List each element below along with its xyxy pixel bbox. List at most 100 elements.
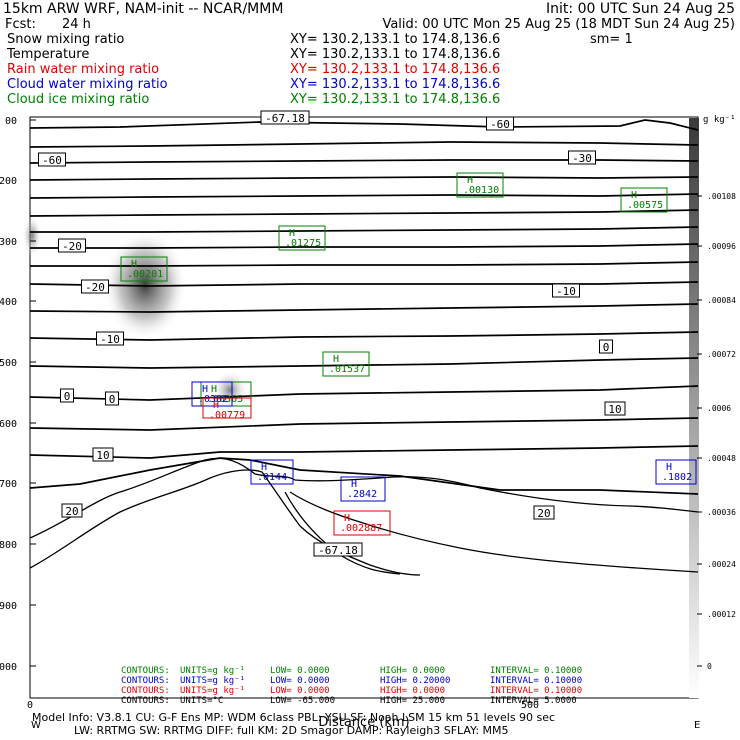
header-field-name: Cloud water mixing ratio xyxy=(7,77,168,92)
colorbar-tick-label: 0 xyxy=(707,662,712,671)
model-info-line2: LW: RRTMG SW: RRTMG DIFF: full KM: 2D Sm… xyxy=(74,724,509,737)
maximum-marker-ice: H.00575 xyxy=(620,187,668,213)
contour-info-high: HIGH= 0.20000 xyxy=(380,676,450,686)
y-tick-label: 400 xyxy=(0,297,17,308)
fcst-value: 24 h xyxy=(62,17,91,32)
colorbar-tick-label: .00108 xyxy=(707,192,736,201)
snow-shading-small xyxy=(212,370,248,410)
header-field-name: Temperature xyxy=(6,47,89,62)
contour-label-box xyxy=(96,331,124,346)
maximum-h-marker: H xyxy=(261,462,267,473)
header-field-xy: XY= 130.2,133.1 to 174.8,136.6 xyxy=(290,77,500,92)
header-field-name: Cloud ice mixing ratio xyxy=(7,92,149,107)
footer: Model Info: V3.8.1 CU: G-F Ens MP: WDM 6… xyxy=(31,711,700,737)
temperature-contour-line xyxy=(30,261,699,267)
x-tick-label: 0 xyxy=(27,700,33,711)
maximum-h-marker: H xyxy=(202,384,208,395)
maximum-marker-ice: H.00130 xyxy=(456,172,504,198)
maximum-box xyxy=(278,225,326,251)
contour-labels: -67.18 -60 -60 -30 -20 -20 -10 -10 0 0 0 10 10 20 20 -6… xyxy=(38,110,626,557)
maximum-box xyxy=(250,459,294,485)
contour-info-high: HIGH= 0.0000 xyxy=(380,686,445,696)
y-tick-label: 00 xyxy=(5,116,17,127)
fcst-label: Fcst: xyxy=(5,17,36,32)
contour-label-box xyxy=(568,150,596,165)
maximum-h-marker: H xyxy=(344,513,350,524)
terrain-mountain-line xyxy=(289,491,699,573)
colorbar-tick-label: .00024 xyxy=(707,560,736,569)
colorbar-tick-label: .0006 xyxy=(707,404,731,413)
contour-info-units: UNITS=g kg⁻¹ xyxy=(180,676,245,686)
contour-info-interval: INTERVAL= 5.0000 xyxy=(490,696,577,706)
maximum-h-marker: H xyxy=(131,259,137,270)
header-field-extra: sm= 1 xyxy=(590,32,633,47)
title-left: 15km ARW WRF, NAM-init -- NCAR/MMM xyxy=(3,1,283,17)
temperature-contour-line xyxy=(30,243,699,249)
maximum-h-marker: H xyxy=(631,190,637,201)
contour-label: -10 xyxy=(556,285,576,298)
maximum-value: .00365 xyxy=(207,394,243,405)
header-field-rows: Snow mixing ratio XY= 130.2,133.1 to 174.… xyxy=(6,32,633,107)
temperature-contours xyxy=(29,119,699,495)
colorbar-tick-label: .00084 xyxy=(707,296,736,305)
temperature-contour-line xyxy=(29,281,699,287)
maximum-box xyxy=(340,476,386,502)
contour-label-box xyxy=(60,388,74,403)
maximum-value: .00575 xyxy=(627,200,663,211)
temperature-contour-line xyxy=(29,209,699,217)
maximum-h-marker: H xyxy=(351,479,357,490)
contour-label: 0 xyxy=(64,390,71,403)
contour-info-low: LOW= 0.0000 xyxy=(270,666,330,676)
terrain-lines xyxy=(29,457,699,576)
maximum-value: .2842 xyxy=(347,489,377,500)
model-info-line1: Model Info: V3.8.1 CU: G-F Ens MP: WDM 6… xyxy=(32,711,555,724)
contour-label-box xyxy=(58,238,86,253)
contour-label: -30 xyxy=(572,152,592,165)
contour-info-interval: INTERVAL= 0.10000 xyxy=(490,686,582,696)
maximum-marker-cloud: H.2842 xyxy=(340,476,386,502)
contour-label-box xyxy=(105,391,119,406)
contour-label: -60 xyxy=(490,118,510,131)
maximum-box xyxy=(333,510,391,536)
contour-info-label: CONTOURS: xyxy=(121,686,170,696)
contour-label-box xyxy=(260,110,310,125)
contour-label: 0 xyxy=(603,341,610,354)
temperature-contour-line xyxy=(29,385,699,401)
contour-label: 10 xyxy=(96,449,109,462)
temperature-contour-line xyxy=(29,445,699,459)
colorbar-tick-label: .00048 xyxy=(707,454,736,463)
contour-label-box xyxy=(552,283,580,298)
maximum-marker-rain: H.002887 xyxy=(333,510,391,536)
contour-label: 0 xyxy=(109,393,116,406)
field-maxima: H.00130 H.00575H.01275H.00201H.01537H.003… xyxy=(120,172,697,536)
colorbar xyxy=(689,118,699,698)
maximum-box xyxy=(620,187,668,213)
contour-label: -20 xyxy=(85,281,105,294)
contour-info-units: UNITS=g kg⁻¹ xyxy=(180,686,245,696)
terrain-line-upper xyxy=(29,457,699,539)
maximum-h-marker: H xyxy=(666,462,672,473)
contour-info-high: HIGH= 25.000 xyxy=(380,696,445,706)
temperature-contour-line xyxy=(30,226,699,233)
contour-info-units: UNITS=°C xyxy=(180,696,223,706)
maximum-value: .00201 xyxy=(127,269,163,280)
contour-label-box xyxy=(486,116,514,131)
contour-info-low: LOW= 0.0000 xyxy=(270,676,330,686)
contour-label-box xyxy=(533,505,555,520)
y-tick-label: 300 xyxy=(0,237,17,248)
header-field-xy: XY= 130.2,133.1 to 174.8,136.6 xyxy=(290,32,500,47)
contour-label-box xyxy=(61,503,83,518)
x-axis-label: Distance (km) xyxy=(318,715,409,730)
colorbar-tick-label: .00072 xyxy=(707,350,736,359)
y-axis-ticks: 00 200 300 400 500 600 700 800 900 000 xyxy=(0,116,36,673)
maximum-h-marker: H xyxy=(289,228,295,239)
maximum-marker-ice: H.01537 xyxy=(322,351,370,377)
maximum-marker-ice: H.00201 xyxy=(120,256,168,282)
y-tick-label: 800 xyxy=(0,540,17,551)
maximum-value: .1802 xyxy=(662,472,692,483)
maximum-value: .002887 xyxy=(340,523,382,534)
maximum-box xyxy=(191,381,233,407)
y-tick-label: 600 xyxy=(0,419,17,430)
plot-frame xyxy=(29,116,699,699)
